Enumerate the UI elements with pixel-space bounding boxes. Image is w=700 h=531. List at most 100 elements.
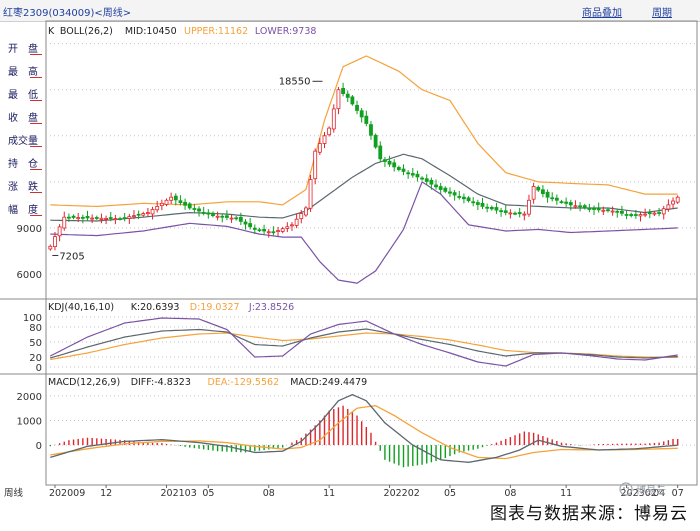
candle-body [211, 212, 215, 217]
candle-body [308, 179, 313, 209]
quote-sidebar: 开盘 最高 最低 收盘 成交量 持仓 涨跌 幅度 [0, 36, 46, 220]
candle-body [243, 221, 248, 225]
kdj-y-tick-label: 20 [29, 353, 42, 364]
candle-body [94, 217, 99, 219]
candle-body [564, 201, 569, 204]
trough-annotation-label: 7205 [59, 251, 84, 262]
candle-body [638, 214, 643, 217]
sidebar-item-low: 最低 [8, 90, 48, 101]
candle-body [671, 200, 675, 205]
candle-body [494, 207, 499, 211]
candle-body [499, 210, 503, 213]
boll-upper-line [50, 55, 678, 208]
candle-body [108, 217, 113, 219]
x-axis-label: 07 [672, 488, 684, 499]
boll-indicator-label: BOLL(26,2) [60, 26, 113, 37]
contract-title: 红枣2309(034009)<周线> [3, 8, 132, 19]
candle-body [475, 202, 480, 205]
period-button[interactable]: 周期 [652, 8, 672, 19]
overlay-commodity-button[interactable]: 商品叠加 [582, 8, 622, 19]
candle-body [192, 208, 197, 210]
x-axis-label: 12 [100, 488, 112, 499]
boll-lower-line [50, 180, 678, 284]
candle-body [76, 217, 81, 220]
candle-body [587, 208, 592, 210]
candle-body [550, 197, 555, 200]
candle-body [666, 204, 671, 210]
candle-body [299, 213, 304, 220]
watermark-logo: 博易云 [618, 480, 672, 498]
candle-body [675, 196, 680, 203]
candle-body [438, 186, 443, 190]
boll-mid-line [50, 153, 678, 222]
candle-body [466, 197, 471, 202]
macd-panel-frame [45, 373, 698, 486]
sidebar-item-volume: 成交量 [0, 128, 46, 151]
candle-body [406, 172, 411, 175]
candle-body [48, 245, 53, 250]
candle-body [122, 217, 127, 219]
macd-diff-line [50, 393, 678, 463]
candle-body [480, 202, 485, 207]
candle-body [457, 196, 462, 198]
candle-body [517, 212, 522, 215]
candle-body [434, 184, 438, 188]
candle-body [647, 212, 652, 215]
candle-body [229, 217, 234, 220]
candle-body [280, 228, 285, 232]
candle-body [90, 217, 95, 220]
candle-body [443, 187, 448, 192]
macd-value-label: MACD:249.4479 [290, 377, 367, 388]
candle-body [201, 212, 206, 214]
candle-body [606, 209, 610, 212]
candle-body [252, 227, 257, 230]
macd-dea-line [50, 405, 678, 460]
kdj-j-label: J:23.8526 [248, 302, 294, 313]
candle-body [317, 143, 322, 153]
candle-body [522, 213, 527, 216]
candle-body [141, 213, 146, 216]
candle-body [350, 96, 355, 105]
candle-body [615, 210, 620, 213]
candle-body [531, 186, 536, 200]
candle-body [485, 206, 490, 209]
boll-lower-label: LOWER:9738 [255, 26, 317, 37]
candle-body [146, 212, 150, 214]
x-axis-label: 05 [202, 488, 214, 499]
candle-body [568, 202, 573, 206]
sidebar-item-percent: 幅度 [8, 205, 48, 216]
candle-body [62, 216, 67, 229]
candle-body [276, 230, 280, 232]
candle-body [290, 224, 294, 227]
sidebar-item-change: 涨跌 [8, 182, 48, 193]
candle-body [132, 215, 136, 218]
main-header-prefix: K [48, 26, 55, 37]
sidebar-item-high: 最高 [8, 67, 48, 78]
candle-body [136, 213, 141, 216]
candle-body [527, 199, 531, 215]
candle-body [331, 108, 336, 130]
candle-body [127, 216, 132, 219]
candle-body [383, 159, 387, 162]
candle-body [178, 200, 183, 203]
x-axis-label: 05 [444, 488, 456, 499]
candle-body [113, 218, 118, 220]
candle-body [359, 110, 364, 118]
kdj-y-tick-label: 100 [23, 313, 42, 324]
candle-body [643, 213, 648, 216]
candle-body [582, 205, 587, 209]
candle-body [536, 186, 541, 191]
candle-body [424, 178, 429, 182]
candle-body [489, 206, 494, 210]
candle-body [508, 212, 513, 215]
candle-body [341, 87, 345, 94]
candle-body [369, 124, 373, 136]
candle-body [364, 115, 369, 124]
candle-body [373, 134, 378, 148]
candle-body [355, 104, 359, 111]
candle-body [336, 89, 341, 110]
kdj-d-label: D:19.0327 [190, 302, 240, 313]
candle-body [554, 197, 559, 201]
x-axis-label: 08 [263, 488, 275, 499]
